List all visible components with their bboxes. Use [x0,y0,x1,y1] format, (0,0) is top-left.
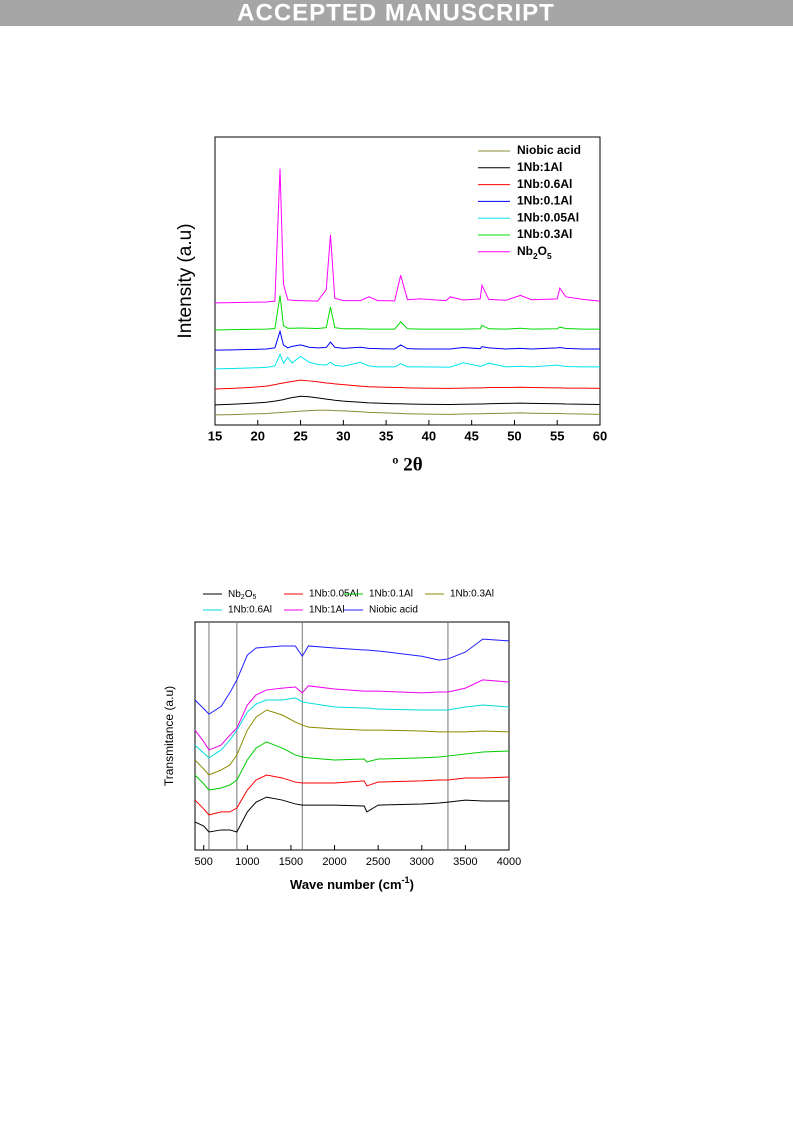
legend-label: Niobic acid [517,143,581,157]
legend-label: 1Nb:0.1Al [517,194,572,208]
series-line [194,697,510,759]
legend-label: Nb2O5 [228,589,256,602]
x-tick-label: 25 [293,428,307,443]
x-tick-label: 2000 [322,856,346,868]
x-tick-label: 3500 [453,856,477,868]
x-tick-label: 45 [464,428,478,443]
x-tick-label: 15 [208,428,222,443]
series-line [214,168,601,304]
x-tick-label: 20 [251,428,265,443]
x-tick-label: 40 [422,428,436,443]
y-axis-label: Transmitance (a.u) [162,686,176,786]
x-tick-label: 1000 [235,856,259,868]
legend-label: 1Nb:0.3Al [517,227,572,241]
x-tick-label: 2500 [366,856,390,868]
series-line [194,741,510,791]
plot-frame [194,621,510,851]
series-line [214,395,601,406]
x-tick-label: 4000 [497,856,521,868]
legend-label: 1Nb:0.3Al [450,589,494,600]
legend-label: 1Nb:1Al [517,160,562,174]
legend-label: 1Nb:0.1Al [369,589,413,600]
series-line [194,774,510,816]
x-axis-label: º 2θ [392,454,423,475]
legend-label: 1Nb:0.6Al [517,177,572,191]
x-tick-label: 3000 [410,856,434,868]
x-tick-label: 50 [507,428,521,443]
plot-frame [214,136,601,426]
legend-label: 1Nb:1Al [309,605,345,616]
x-tick-label: 500 [195,856,213,868]
x-tick-label: 30 [336,428,350,443]
legend-label: 1Nb:0.6Al [228,605,272,616]
legend-label: Niobic acid [369,605,418,616]
series-line [214,409,601,416]
series-line [194,796,509,833]
legend-label: 1Nb:0.05Al [517,210,579,224]
series-line [214,295,600,331]
series-line [194,638,510,715]
legend-label: 1Nb:0.05Al [309,589,358,600]
legend-label: Nb2O5 [517,244,552,261]
banner-text: ACCEPTED MANUSCRIPT [237,0,555,26]
series-line [194,709,510,776]
series-line [214,353,600,370]
banner [0,0,793,26]
series-line [214,379,601,390]
x-tick-label: 1500 [279,856,303,868]
x-axis-label: Wave number (cm-1) [290,875,414,892]
x-tick-label: 55 [550,428,564,443]
x-tick-label: 60 [593,428,607,443]
series-line [214,329,600,351]
series-line [194,679,510,751]
x-tick-label: 35 [379,428,393,443]
y-axis-label: Intensity (a.u) [175,223,196,338]
